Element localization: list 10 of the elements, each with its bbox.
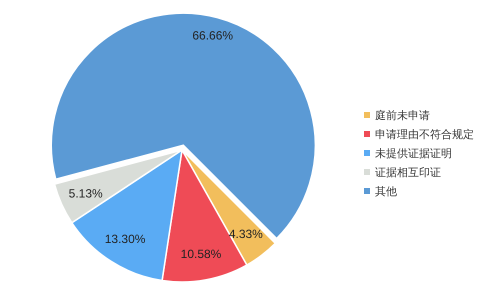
data-label: 4.33% (228, 227, 264, 242)
legend-label: 未提供证据证明 (375, 147, 452, 160)
data-label: 5.13% (68, 186, 104, 200)
data-label: 66.66% (192, 28, 234, 43)
data-label: 10.58% (180, 246, 222, 261)
legend-label: 庭前未申请 (375, 109, 430, 122)
data-label: 13.30% (104, 232, 146, 246)
legend-label: 其他 (375, 185, 397, 198)
legend-label: 证据相互印证 (375, 166, 441, 179)
legend-label: 申请理由不符合规定 (375, 128, 474, 141)
